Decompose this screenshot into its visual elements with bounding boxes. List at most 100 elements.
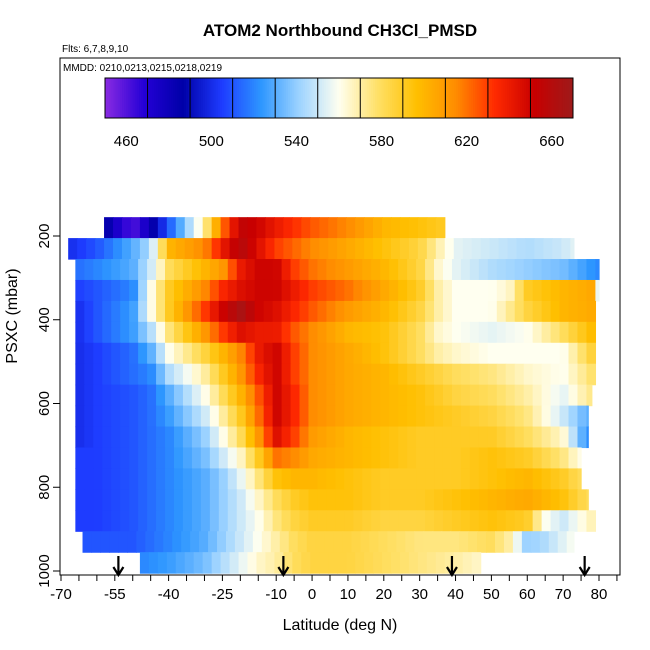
heatmap-cell [290,384,301,407]
colorbar-swatch [287,78,291,118]
heatmap-cell [156,279,166,302]
heatmap-cell [93,510,103,532]
heatmap-cell [84,447,94,470]
heatmap-cell [362,300,372,323]
heatmap-cell [541,363,552,386]
colorbar-swatch [166,78,170,118]
heatmap-cell [279,531,290,553]
colorbar-swatch [253,78,257,118]
heatmap-cell [84,426,94,449]
heatmap-cell [138,279,148,302]
heatmap-cell [351,531,362,553]
heatmap-cell [290,300,301,323]
heatmap-cell [559,279,570,302]
heatmap-cell [272,321,283,344]
heatmap-cell [209,363,220,386]
heatmap-cell [245,279,256,302]
heatmap-cell [91,531,102,553]
heatmap-cell [209,426,220,449]
heatmap-cell [371,447,381,470]
heatmap-cell [243,531,254,553]
colorbar-swatch [264,78,268,118]
heatmap-cell [102,489,112,511]
heatmap-cell [468,531,478,553]
heatmap-cell [93,489,103,511]
heatmap-cell [84,510,94,532]
heatmap-cell [516,238,527,260]
heatmap-cell [389,259,399,281]
heatmap-cell [272,510,283,532]
heatmap-cell [442,259,453,281]
colorbar-swatch [385,78,389,118]
heatmap-cell [460,384,471,407]
heatmap-cell [577,447,582,470]
colorbar-swatch [411,78,414,118]
heatmap-cell [93,321,103,344]
heatmap-cell [238,552,249,574]
heatmap-cell [209,447,220,470]
colorbar-swatch [481,78,485,118]
heatmap-cell [442,468,453,490]
colorbar-swatch [145,78,149,118]
heatmap-cell [190,531,200,553]
heatmap-cell [317,279,328,302]
heatmap-cell [371,510,381,532]
colorbar-swatch [409,78,412,118]
colorbar-swatch [156,78,159,118]
heatmap-cell [173,405,184,428]
heatmap-cell [182,342,193,365]
colorbar-swatch [449,78,453,118]
heatmap-cell [254,447,265,470]
heatmap-cell [505,510,516,532]
heatmap-cell [148,552,159,574]
colorbar-swatch [519,78,523,118]
heatmap-cell [75,426,85,449]
colorbar-swatch [364,78,368,118]
colorbar-swatch [498,78,502,118]
colorbar-swatch [383,78,387,118]
heatmap-cell [335,363,345,386]
heatmap-cell [362,510,372,532]
heatmap-cell [182,259,193,281]
heatmap-cell [236,468,247,490]
heatmap-cell [425,342,435,365]
heatmap-cell [263,426,274,449]
heatmap-cell [290,405,301,428]
colorbar-swatch [300,78,304,118]
colorbar-swatch [528,78,531,118]
colorbar-tick-label: 540 [284,133,309,150]
heatmap-cell [362,384,372,407]
heatmap-cell [317,363,328,386]
heatmap-cell [109,531,119,553]
heatmap-cell [308,279,319,302]
heatmap-cell [263,363,274,386]
colorbar-swatch [228,78,232,118]
heatmap-cell [514,321,525,344]
heatmap-cell [335,321,345,344]
heatmap-cell [568,426,579,449]
heatmap-cell [451,489,462,511]
heatmap-cell [550,321,561,344]
heatmap-cell [425,279,435,302]
heatmap-cell [138,321,148,344]
colorbar-swatch [538,78,542,118]
heatmap-cell [559,447,570,470]
colorbar-swatch [279,78,283,118]
heatmap-cell [469,468,480,490]
heatmap-cell [326,279,336,302]
heatmap-cell [390,238,401,260]
heatmap-cell [408,552,419,574]
colorbar-swatch [336,78,340,118]
heatmap-cell [425,259,435,281]
heatmap-cell [586,384,593,407]
heatmap-cell [308,489,319,511]
heatmap-cell [102,510,112,532]
heatmap-cell [218,384,229,407]
heatmap-cell [559,405,570,428]
heatmap-cell [586,405,589,428]
heatmap-cell [550,489,561,511]
x-tick-label: -55 [104,586,126,603]
heatmap-cell [333,531,344,553]
heatmap-cell [130,217,141,239]
heatmap-cell [200,510,211,532]
